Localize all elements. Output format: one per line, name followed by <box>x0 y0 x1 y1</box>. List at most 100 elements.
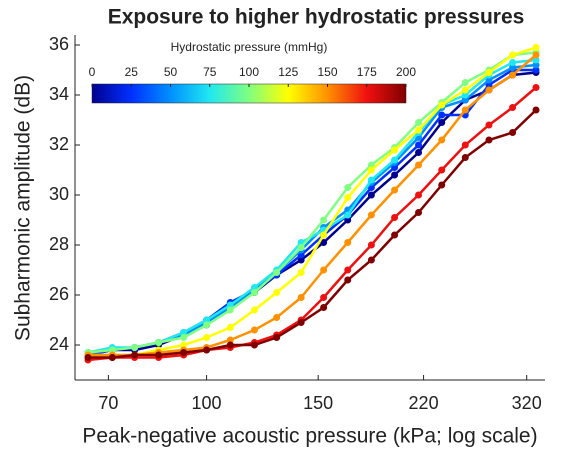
data-point <box>485 121 493 129</box>
data-point <box>180 329 188 336</box>
x-tick-label: 100 <box>192 393 222 413</box>
data-point <box>367 166 375 174</box>
data-point <box>367 176 375 184</box>
data-point <box>367 241 375 249</box>
data-point <box>415 191 423 199</box>
data-point <box>131 351 139 359</box>
data-point <box>532 56 540 64</box>
colorbar-tick-label: 75 <box>203 65 217 79</box>
data-point <box>344 194 352 201</box>
data-point <box>344 276 352 284</box>
x-axis-label: Peak-negative acoustic pressure (kPa; lo… <box>82 425 537 448</box>
series-line <box>88 54 537 357</box>
data-point <box>250 341 258 349</box>
data-point <box>108 354 116 361</box>
colorbar-tick-label: 50 <box>164 65 178 79</box>
data-point <box>461 154 469 161</box>
data-point <box>344 266 352 274</box>
y-tick-label: 24 <box>49 334 69 354</box>
data-point <box>203 334 211 341</box>
data-point <box>509 129 517 136</box>
data-point <box>108 346 116 354</box>
data-point <box>320 239 328 246</box>
data-point <box>415 141 423 149</box>
data-point <box>226 336 234 344</box>
data-point <box>485 136 493 144</box>
y-tick-label: 34 <box>49 84 69 104</box>
data-point <box>297 294 305 301</box>
data-point <box>532 66 540 74</box>
data-point <box>155 351 163 359</box>
y-tick-label: 30 <box>49 184 69 204</box>
series-line <box>87 68 537 357</box>
series-line <box>87 86 537 362</box>
data-point <box>461 96 469 104</box>
data-point <box>438 136 446 144</box>
data-point <box>438 111 446 119</box>
x-tick-label: 70 <box>98 393 118 413</box>
data-point <box>320 231 328 239</box>
x-tick-label: 320 <box>512 393 542 413</box>
data-point <box>485 76 493 84</box>
colorbar-tick-label: 0 <box>89 65 96 79</box>
data-point <box>391 171 399 179</box>
data-point <box>461 86 469 94</box>
series-line <box>88 109 537 359</box>
data-point <box>344 239 352 246</box>
data-point <box>367 161 375 169</box>
data-point <box>250 326 258 334</box>
data-point <box>391 186 399 194</box>
x-tick-label: 150 <box>303 393 333 413</box>
colorbar-tick-label: 125 <box>278 65 298 79</box>
data-point <box>273 334 281 341</box>
data-point <box>344 211 352 219</box>
data-point <box>461 106 469 114</box>
data-point <box>180 341 188 349</box>
y-axis-label: Subharmonic amplitude (dB) <box>12 75 35 341</box>
data-point <box>273 314 281 321</box>
y-tick-label: 36 <box>49 34 69 54</box>
data-point <box>344 184 352 191</box>
data-point <box>226 301 234 309</box>
data-point <box>226 341 234 349</box>
data-point <box>485 81 493 89</box>
data-point <box>320 266 328 274</box>
data-point <box>273 269 281 276</box>
data-point <box>180 349 188 356</box>
data-point <box>203 346 211 354</box>
data-point <box>532 106 540 114</box>
data-point <box>509 51 517 59</box>
data-point <box>367 256 375 264</box>
data-point <box>297 244 305 251</box>
data-point <box>203 316 211 324</box>
y-tick-label: 32 <box>49 134 69 154</box>
data-point <box>532 84 540 91</box>
y-tick-label: 26 <box>49 284 69 304</box>
colorbar-tick-label: 25 <box>125 65 139 79</box>
chart-title: Exposure to higher hydrostatic pressures <box>108 6 525 29</box>
data-point <box>509 59 517 66</box>
data-point <box>273 289 281 296</box>
data-point <box>415 209 423 216</box>
data-point <box>84 354 92 361</box>
data-point <box>509 104 517 111</box>
colorbar-tick-label: 175 <box>357 65 377 79</box>
data-point <box>367 191 375 199</box>
data-point <box>438 101 446 109</box>
data-point <box>131 344 139 351</box>
series-line <box>87 71 537 357</box>
colorbar-tick-label: 200 <box>396 65 416 79</box>
data-point <box>415 161 423 169</box>
colorbar-tick-label: 100 <box>239 65 259 79</box>
data-point <box>532 61 540 69</box>
data-point <box>391 231 399 239</box>
data-point <box>509 64 517 71</box>
series-line <box>88 46 537 357</box>
data-point <box>509 71 517 79</box>
data-point <box>532 51 540 59</box>
data-point <box>485 69 493 76</box>
data-point <box>485 86 493 94</box>
data-point <box>250 306 258 314</box>
data-point <box>438 166 446 174</box>
